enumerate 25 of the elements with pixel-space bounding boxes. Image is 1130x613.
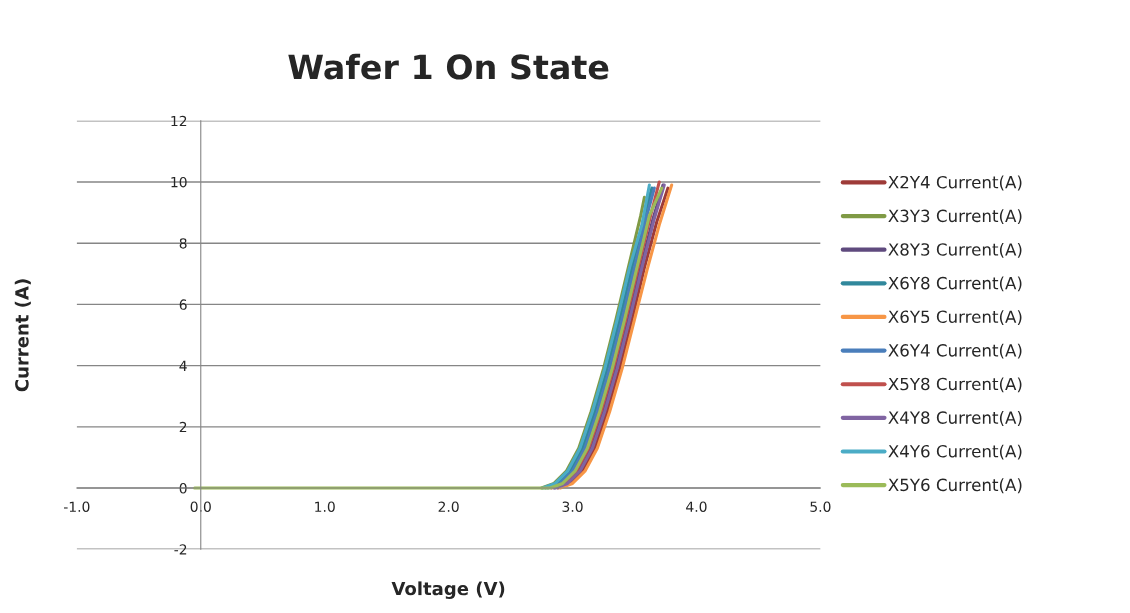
x-tick-label: 1.0: [315, 501, 335, 512]
x-tick-label: 5.0: [810, 501, 831, 512]
legend-label: X4Y6 Current(A): [888, 444, 1022, 460]
x-tick-label: 4.0: [686, 501, 707, 512]
legend-label: X6Y4 Current(A): [888, 343, 1022, 359]
x-tick-label: 3.0: [562, 501, 583, 512]
legend-label: X8Y3 Current(A): [888, 242, 1022, 258]
legend-label: X5Y8 Current(A): [888, 377, 1022, 393]
legend-label: X5Y6 Current(A): [888, 478, 1022, 494]
x-tick-label: 0.0: [190, 501, 211, 512]
legend-label: X6Y8 Current(A): [888, 276, 1022, 292]
y-tick-label: 10: [171, 176, 187, 188]
legend-label: X2Y4 Current(A): [888, 175, 1022, 191]
chart-title: Wafer 1 On State: [288, 53, 609, 80]
y-tick-label: -2: [174, 544, 187, 555]
y-tick-label: 0: [179, 483, 187, 494]
x-axis-title: Voltage (V): [391, 581, 505, 599]
legend-label: X4Y8 Current(A): [888, 411, 1022, 426]
x-tick-label: 2.0: [438, 501, 459, 512]
y-axis-title: Current (A): [14, 279, 31, 392]
legend-label: X3Y3 Current(A): [888, 209, 1022, 225]
y-tick-label: 2: [179, 421, 187, 433]
legend-label: X6Y5 Current(A): [888, 310, 1022, 325]
y-tick-label: 12: [171, 115, 187, 127]
x-tick-label: -1.0: [63, 501, 90, 512]
